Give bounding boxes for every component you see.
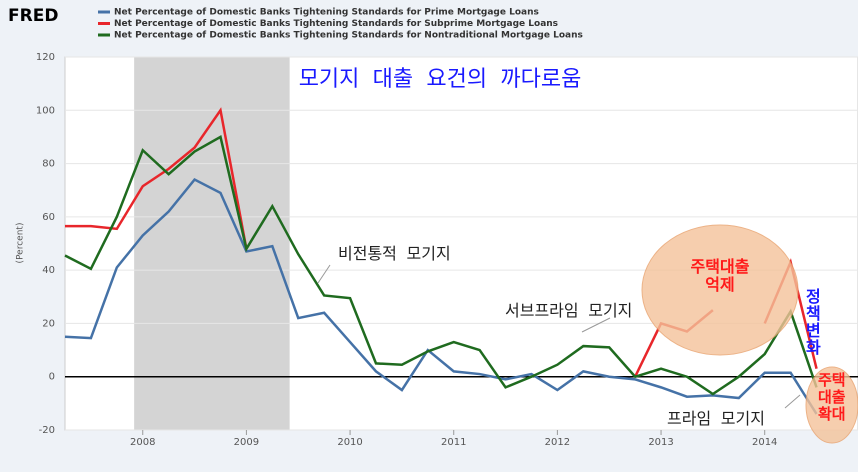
highlight-circle [805,366,858,444]
x-tick-label: 2011 [441,437,466,448]
series-line [64,135,818,396]
x-tick-label: 2012 [545,437,570,448]
legend-label: Net Percentage of Domestic Banks Tighten… [114,31,583,41]
annotation: 정책변화 [806,287,821,357]
y-tick-label: 80 [42,159,55,170]
x-tick-label: 2010 [337,437,362,448]
highlight-circle [641,224,799,356]
y-tick-label: 60 [42,212,55,223]
brand: FRED [8,6,58,26]
x-tick-label: 2009 [234,437,259,448]
legend-label: Net Percentage of Domestic Banks Tighten… [114,19,558,29]
y-axis-label: (Percent) [16,223,26,264]
legend-label: Net Percentage of Domestic Banks Tighten… [114,8,539,18]
annotation: 주택대출 억제 [690,257,750,294]
x-tick-label: 2008 [130,437,155,448]
x-tick-label: 2014 [752,437,777,448]
chart-title: 모기지 대출 요건의 까다로움 [299,67,582,92]
annotation: 서브프라임 모기지 [505,301,633,320]
annotation-pointer [581,317,611,333]
annotation: 주택대출 확대 [818,371,846,423]
x-tick-label: 2013 [648,437,673,448]
recession-band [134,57,290,430]
y-tick-label: 100 [36,105,55,116]
annotation: 비전통적 모기지 [338,244,451,263]
annotation-pointer [317,264,331,284]
y-tick-label: 20 [42,318,55,329]
y-tick-label: 40 [42,265,55,276]
y-tick-label: -20 [39,425,55,436]
y-tick-label: 120 [36,52,55,63]
annotation-pointer [784,394,801,409]
series-line [64,177,818,415]
y-tick-label: 0 [49,372,55,383]
annotation: 프라임 모기지 [667,409,765,428]
